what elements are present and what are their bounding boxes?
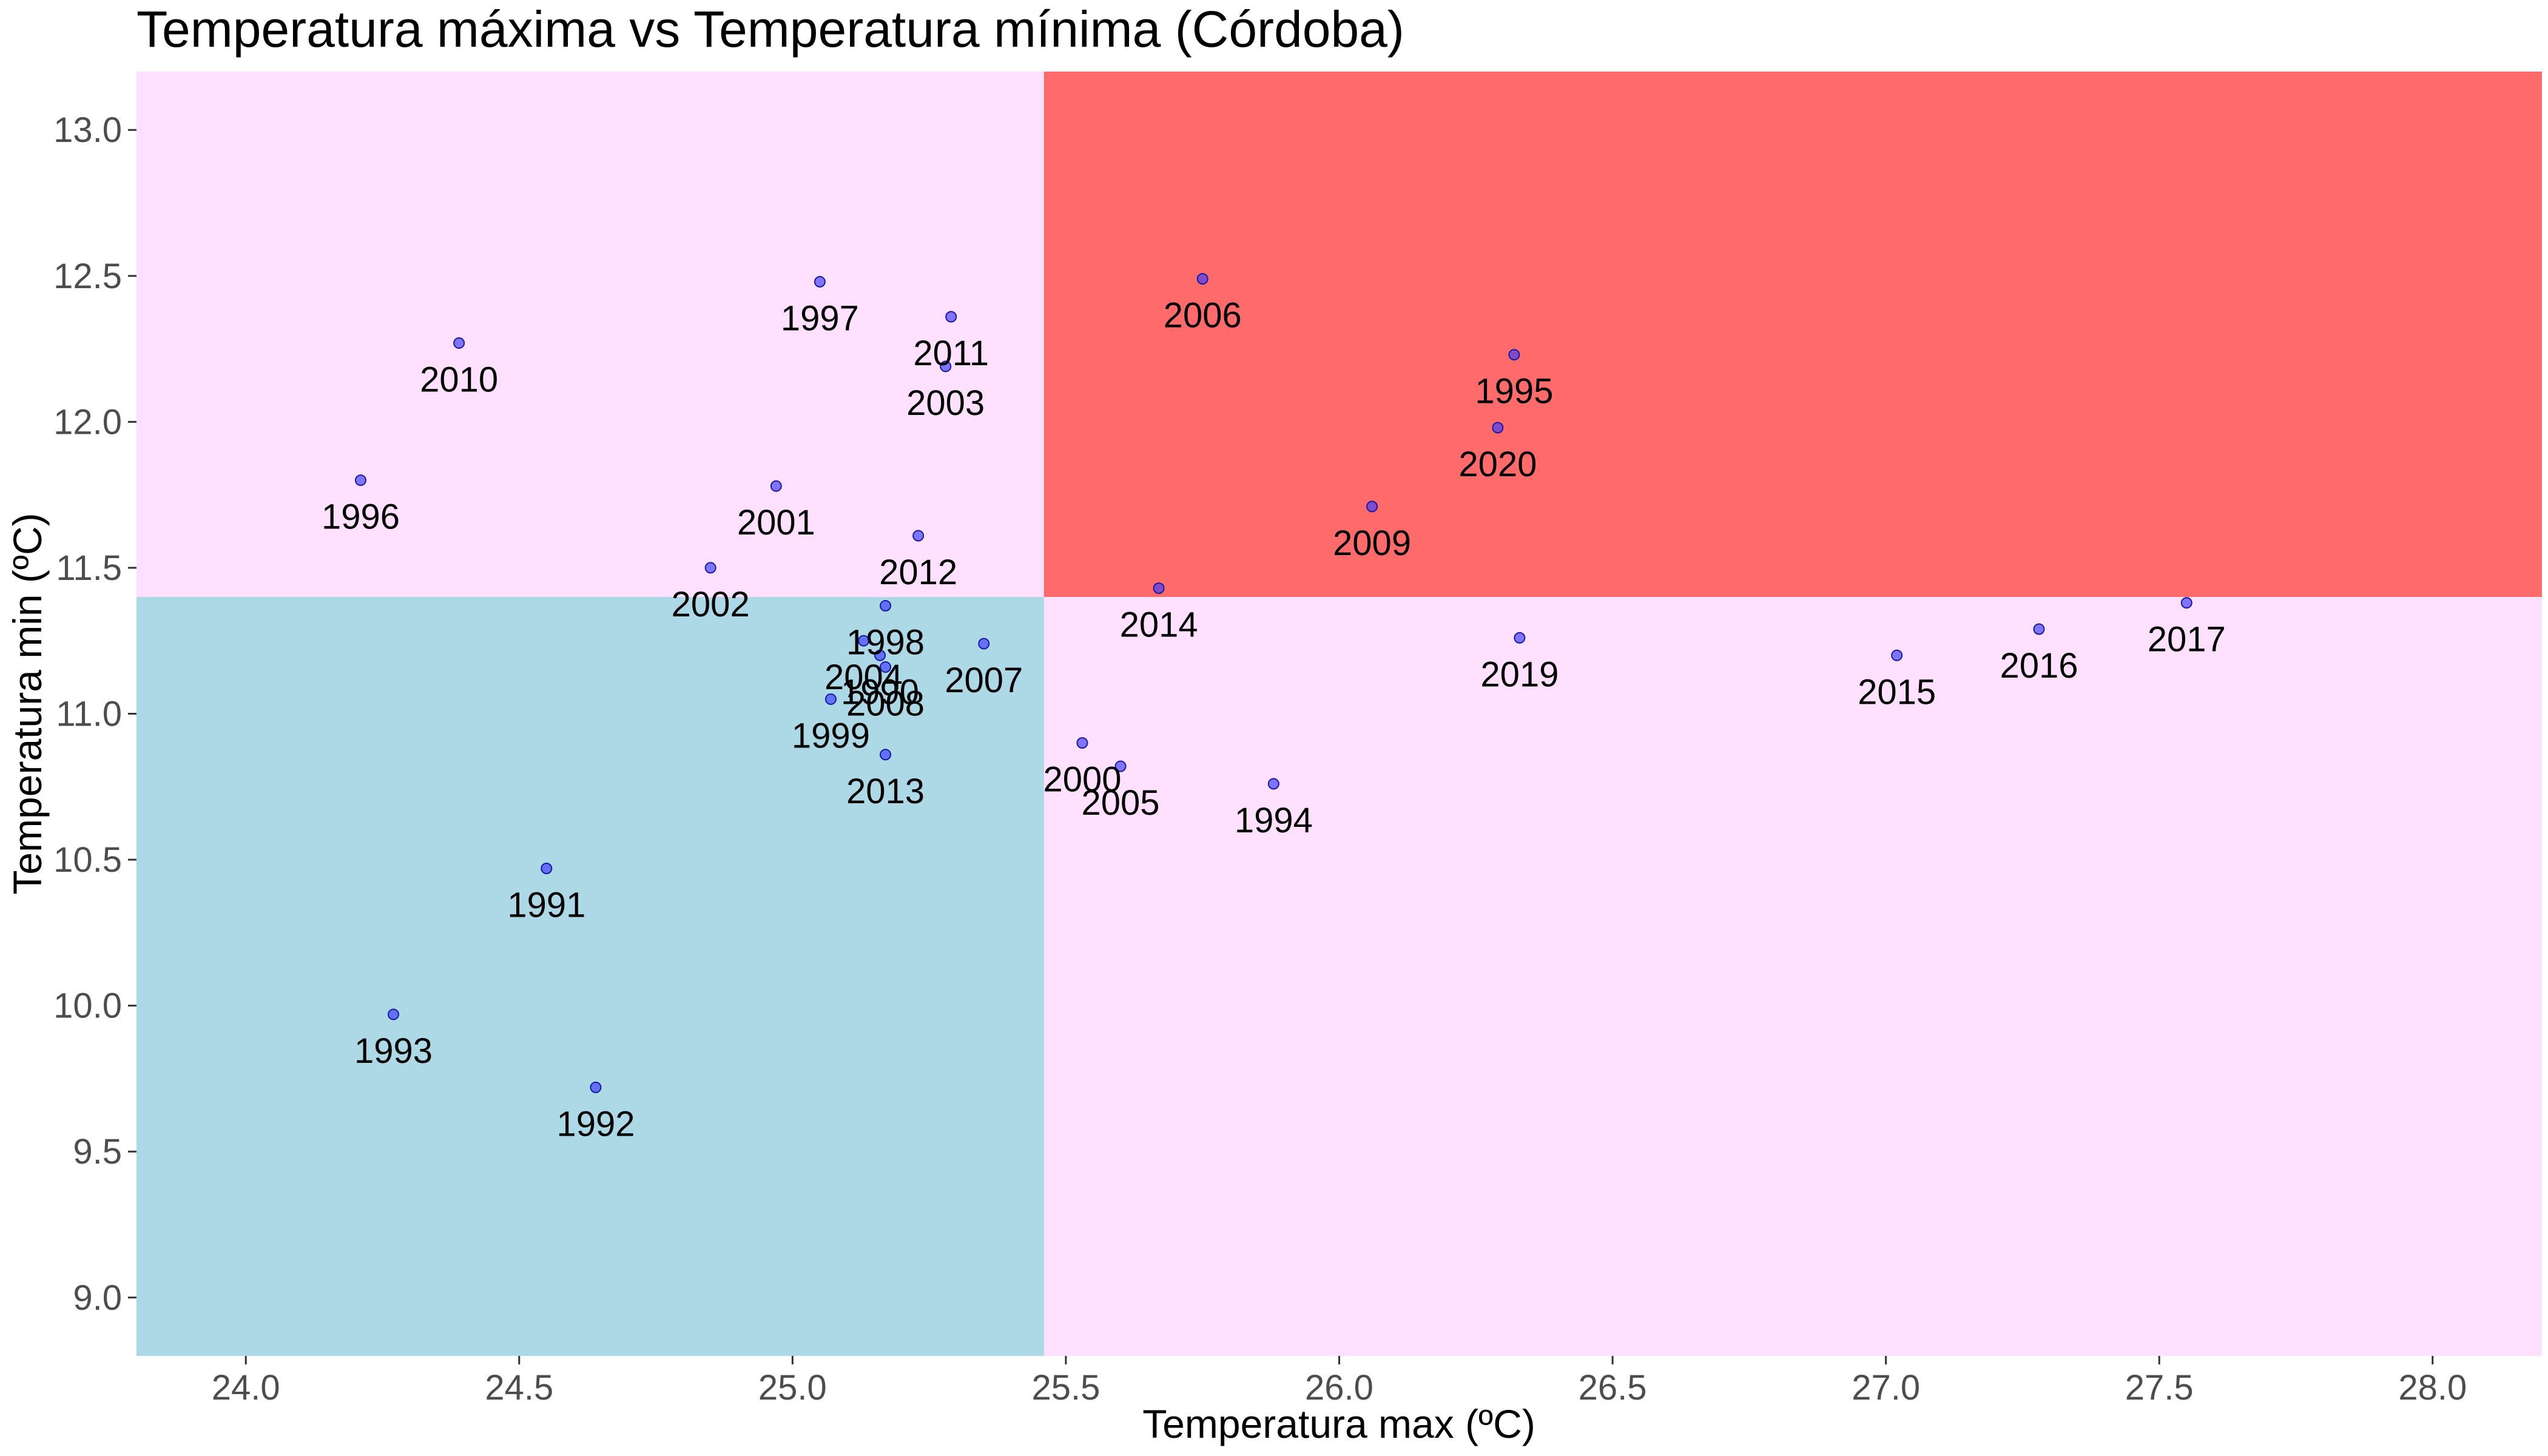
data-point bbox=[354, 474, 366, 487]
data-point-label: 1992 bbox=[556, 1104, 635, 1144]
data-point-label: 2008 bbox=[846, 684, 925, 724]
y-tick-label: 9.0 bbox=[73, 1278, 122, 1318]
data-point-label: 2020 bbox=[1458, 445, 1537, 484]
x-tick-label: 28.0 bbox=[2398, 1368, 2467, 1407]
data-point-label: 2012 bbox=[879, 553, 957, 592]
data-point bbox=[1114, 760, 1127, 772]
data-point bbox=[1891, 649, 1903, 661]
quadrant-bottom-right bbox=[1043, 597, 2543, 1357]
x-axis-title: Temperatura max (ºC) bbox=[1142, 1401, 1535, 1446]
quadrant-top-left bbox=[136, 72, 1044, 598]
data-point bbox=[814, 275, 826, 288]
data-point bbox=[1196, 273, 1208, 285]
x-tick-label: 26.0 bbox=[1305, 1368, 1373, 1407]
quadrant-backgrounds bbox=[136, 72, 2543, 1357]
data-point-label: 1993 bbox=[354, 1031, 433, 1071]
data-point bbox=[945, 311, 957, 323]
x-tick-label: 27.5 bbox=[2125, 1368, 2194, 1407]
quadrant-top-right bbox=[1043, 72, 2543, 598]
y-tick-label: 10.5 bbox=[53, 840, 122, 880]
data-point bbox=[1153, 582, 1165, 595]
data-point-label: 2016 bbox=[2000, 646, 2078, 686]
data-point-label: 1994 bbox=[1235, 801, 1313, 840]
data-point-label: 2000 bbox=[1043, 760, 1121, 800]
data-point-label: 2017 bbox=[2148, 620, 2226, 659]
chart-title: Temperatura máxima vs Temperatura mínima… bbox=[136, 1, 1404, 58]
data-point-label: 2006 bbox=[1164, 296, 1242, 335]
y-tick-label: 12.5 bbox=[53, 257, 122, 296]
data-point-label: 1999 bbox=[792, 716, 870, 755]
data-point bbox=[2033, 623, 2045, 635]
data-point-label: 1990 bbox=[841, 672, 919, 712]
data-point bbox=[1508, 349, 1520, 361]
data-point-label: 2011 bbox=[913, 334, 989, 373]
data-point bbox=[880, 599, 892, 612]
data-point-label: 2001 bbox=[737, 503, 815, 542]
data-point-label: 1991 bbox=[507, 886, 585, 925]
data-point bbox=[590, 1081, 602, 1093]
data-point-label: 1996 bbox=[322, 497, 400, 537]
data-point bbox=[704, 562, 716, 574]
data-point-label: 2019 bbox=[1480, 655, 1559, 694]
data-point-label: 2003 bbox=[906, 383, 985, 423]
y-tick-label: 11.5 bbox=[56, 548, 122, 588]
y-axis-title: Temperatura min (ºC) bbox=[5, 513, 50, 894]
y-tick-label: 12.0 bbox=[53, 402, 122, 442]
data-point-label: 2015 bbox=[1858, 672, 1936, 712]
y-tick-label: 13.0 bbox=[53, 110, 122, 150]
data-point bbox=[1514, 632, 1526, 644]
data-point bbox=[978, 638, 990, 650]
x-tick-label: 26.5 bbox=[1579, 1368, 1647, 1407]
x-tick-label: 25.0 bbox=[758, 1368, 827, 1407]
quadrant-bottom-left bbox=[136, 597, 1044, 1357]
data-point-label: 2007 bbox=[945, 661, 1023, 700]
data-point bbox=[1076, 737, 1088, 749]
data-point bbox=[824, 693, 837, 705]
data-point-label: 2010 bbox=[420, 360, 498, 399]
data-point-label: 1997 bbox=[781, 298, 859, 338]
data-point-label: 2009 bbox=[1333, 524, 1411, 563]
y-tick-label: 9.5 bbox=[73, 1132, 122, 1171]
data-point-label: 1998 bbox=[846, 622, 925, 662]
x-tick-label: 27.0 bbox=[1852, 1368, 1920, 1407]
x-axis: 24.0 24.5 25.0 25.5 26.0 26.5 27.0 27.5 28.0 bbox=[212, 1356, 2467, 1407]
data-point-label: 2002 bbox=[672, 585, 750, 624]
data-point bbox=[770, 480, 782, 492]
data-point bbox=[940, 360, 952, 372]
x-tick-label: 24.5 bbox=[485, 1368, 553, 1407]
data-point-label: 2004 bbox=[824, 658, 903, 697]
data-point-label: 2013 bbox=[846, 772, 925, 811]
data-point bbox=[858, 635, 870, 647]
data-point-label: 2014 bbox=[1120, 605, 1198, 645]
data-point-labels: 1990 1991 1992 1993 1994 1995 1996 1997 1998 1999… bbox=[322, 296, 2226, 1144]
data-point bbox=[453, 337, 465, 349]
y-axis: 9.0 9.5 10.0 10.5 11.0 11.5 12.0 12.5 13.0 bbox=[53, 110, 136, 1318]
data-point bbox=[912, 530, 925, 542]
data-points bbox=[354, 273, 2192, 1093]
data-point bbox=[2180, 597, 2192, 609]
x-tick-label: 24.0 bbox=[212, 1368, 280, 1407]
data-point bbox=[874, 649, 886, 661]
x-tick-label: 25.5 bbox=[1031, 1368, 1100, 1407]
data-point bbox=[1492, 422, 1504, 434]
y-tick-label: 11.0 bbox=[56, 695, 122, 734]
data-point-label: 1995 bbox=[1475, 372, 1553, 411]
y-tick-label: 10.0 bbox=[53, 986, 122, 1026]
data-point bbox=[388, 1008, 400, 1020]
data-point bbox=[541, 863, 553, 875]
data-point bbox=[1366, 500, 1378, 513]
data-point bbox=[880, 749, 892, 761]
data-point bbox=[1267, 778, 1279, 790]
data-point-label: 2005 bbox=[1082, 783, 1160, 823]
data-point bbox=[880, 661, 892, 673]
